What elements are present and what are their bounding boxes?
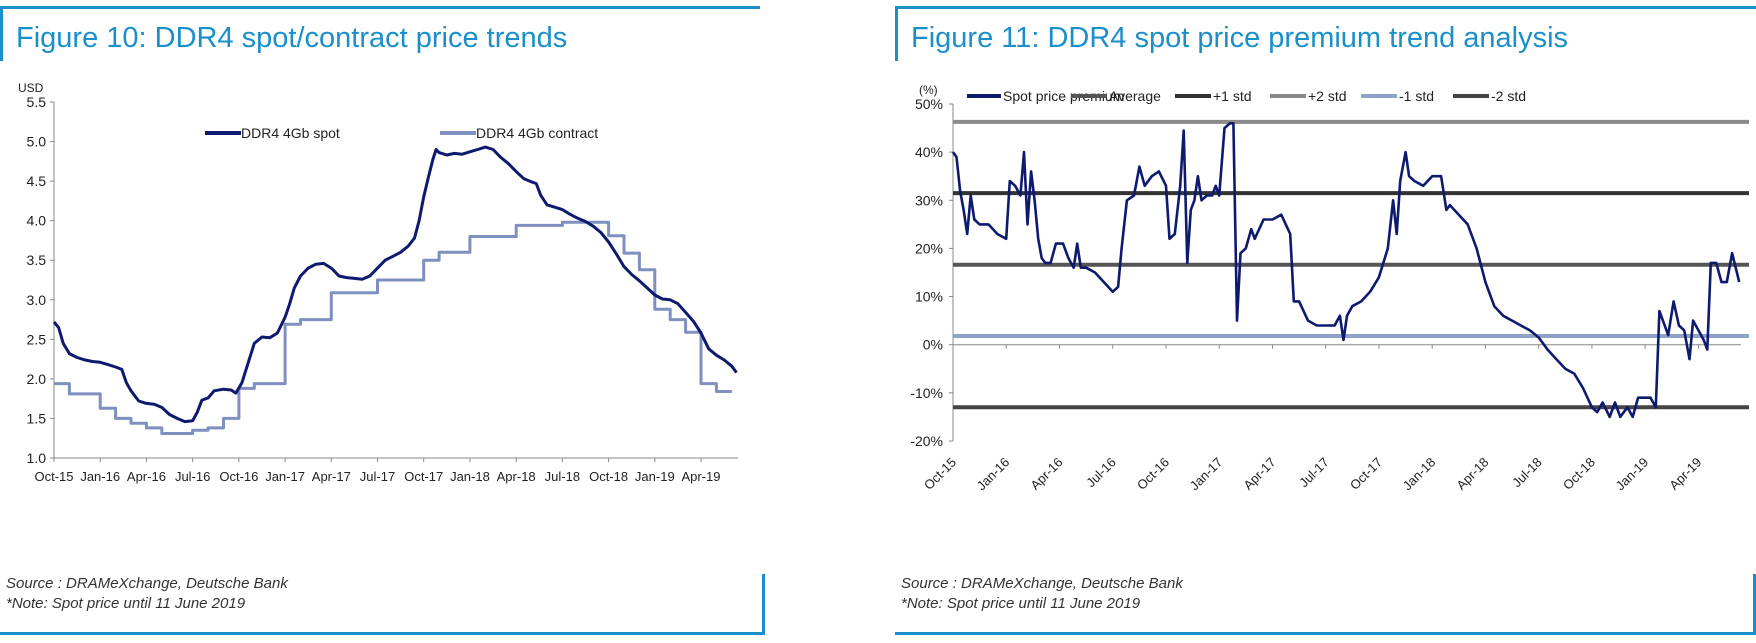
x-tick-label: Jan-16 [80,469,120,484]
figure-11-note-text: *Note: Spot price until 11 June 2019 [901,595,1141,612]
figure-10-left-rule [0,6,3,61]
x-tick-label: Apr-19 [1666,455,1704,493]
x-tick-label: Apr-18 [1453,455,1491,493]
x-tick-label: Jul-17 [360,469,395,484]
figure-10-top-rule [0,6,760,9]
y-tick-label: 10% [915,289,943,305]
figure-11-chart: (%)50% 40% 30% 20% 10% 0% -10% -20% Oct-15 Jan-16… [910,83,1749,494]
y-tick-label: 20% [915,240,943,256]
legend-average-label: Average [1109,88,1161,104]
figure-10-panel: Figure 10: DDR4 spot/contract price tren… [0,0,862,643]
x-tick-label: Oct-16 [1134,455,1172,493]
y-axis-label: (%) [919,83,938,97]
x-tick-label: Jan-17 [1187,455,1226,494]
x-tick-label: Jul-17 [1296,455,1332,491]
legend-plus2std-label: +2 std [1308,88,1347,104]
figure-10-source-text: Source : DRAMeXchange, Deutsche Bank [6,575,288,592]
x-tick-label: Jan-18 [450,469,490,484]
y-tick-label: 3.0 [27,292,47,308]
y-tick-label: 1.5 [27,410,47,426]
y-tick-label: 5.5 [27,94,47,110]
legend-premium-label: Spot price premium [1003,88,1124,104]
x-tick-label: Oct-18 [1560,455,1598,493]
figure-11-left-rule [895,6,898,61]
x-tick-label: Oct-17 [404,469,443,484]
x-tick-label: Jan-17 [265,469,305,484]
x-tick-label: Oct-16 [219,469,258,484]
x-tick-label: Jan-19 [635,469,675,484]
y-tick-label: -10% [910,385,943,401]
y-tick-label: 40% [915,144,943,160]
y-tick-label: 1.0 [27,450,47,466]
y-tick-label: 3.5 [27,252,47,268]
legend-plus1std-label: +1 std [1213,88,1252,104]
legend-contract-label: DDR4 4Gb contract [476,125,598,141]
y-tick-label: 5.0 [27,134,47,150]
y-tick-label: 4.0 [27,213,47,229]
figure-10-source: Source : DRAMeXchange, Deutsche Bank *No… [6,574,288,614]
figure-11-right-rule [1753,574,1756,635]
x-tick-label: Apr-16 [127,469,166,484]
x-tick-label: Oct-15 [921,455,959,493]
x-tick-label: Oct-18 [589,469,628,484]
figure-11-top-rule [895,6,1756,9]
figure-11-panel: Figure 11: DDR4 spot price premium trend… [895,0,1756,643]
x-tick-label: Jul-18 [545,469,580,484]
series-line-spot [52,145,738,424]
figure-11-title: Figure 11: DDR4 spot price premium trend… [911,22,1569,54]
x-tick-label: Jul-16 [1083,455,1119,491]
figure-11-source-text: Source : DRAMeXchange, Deutsche Bank [901,575,1183,592]
x-tick-label: Apr-17 [312,469,351,484]
y-tick-label: 2.0 [27,371,47,387]
series-line-contract [54,220,732,435]
x-tick-label: Jan-18 [1400,455,1439,494]
figure-10-note-text: *Note: Spot price until 11 June 2019 [6,595,246,612]
figure-10-right-rule [762,574,765,635]
x-tick-label: Apr-16 [1027,455,1065,493]
legend-minus1std-label: -1 std [1399,88,1434,104]
figure-11-bottom-rule [895,632,1756,635]
legend-minus2std-label: -2 std [1491,88,1526,104]
figure-11-source: Source : DRAMeXchange, Deutsche Bank *No… [901,574,1183,614]
x-tick-label: Apr-19 [682,469,721,484]
y-tick-label: 30% [915,192,943,208]
y-tick-label: 2.5 [27,331,47,347]
x-tick-label: Jul-16 [175,469,210,484]
x-tick-label: Apr-18 [497,469,536,484]
figure-10-bottom-rule [0,632,765,635]
x-tick-label: Jan-16 [974,455,1013,494]
legend-spot-label: DDR4 4Gb spot [241,125,340,141]
x-tick-label: Jul-18 [1509,455,1545,491]
y-axis-label: USD [18,81,44,95]
series-line-premium [951,122,1741,419]
y-tick-label: 0% [923,337,943,353]
y-tick-label: -20% [910,433,943,449]
y-tick-label: 4.5 [27,173,47,189]
x-tick-label: Oct-15 [34,469,73,484]
x-tick-label: Jan-19 [1613,455,1652,494]
y-tick-label: 50% [915,96,943,112]
x-tick-label: Oct-17 [1347,455,1385,493]
figure-10-title: Figure 10: DDR4 spot/contract price tren… [16,22,568,54]
x-tick-label: Apr-17 [1240,455,1278,493]
